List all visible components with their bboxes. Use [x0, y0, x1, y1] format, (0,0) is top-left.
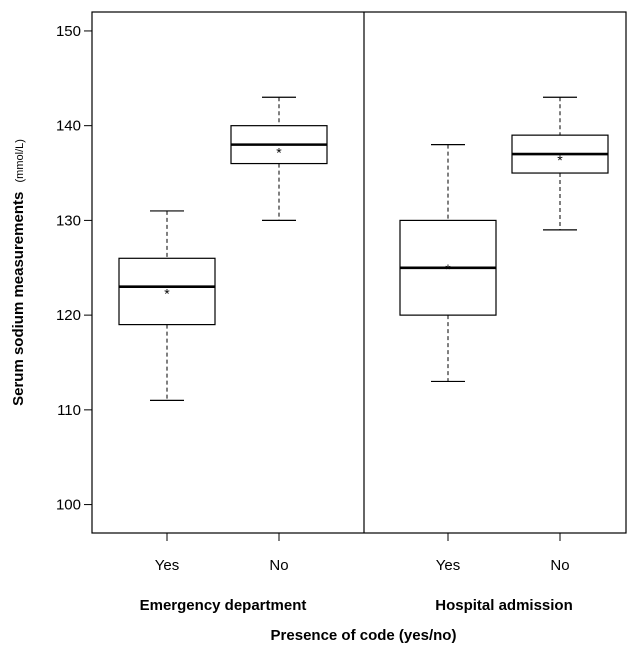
- y-tick-label: 140: [56, 118, 81, 135]
- boxes: * * * *: [118, 96, 609, 401]
- x-tick-label: No: [550, 557, 569, 574]
- y-axis-title-unit: (mmol/L): [14, 139, 26, 182]
- mean-marker: *: [445, 261, 451, 277]
- box-group: *: [118, 210, 216, 401]
- iqr-box: [118, 257, 216, 326]
- mean-marker: *: [164, 286, 170, 302]
- y-axis-title-main: Serum sodium measurements: [10, 192, 27, 406]
- y-tick-label: 150: [56, 23, 81, 40]
- box-group: *: [230, 96, 328, 221]
- panel-label: Hospital admission: [435, 597, 573, 614]
- x-axis-title: Presence of code (yes/no): [271, 627, 457, 644]
- panel-label: Emergency department: [140, 597, 307, 614]
- y-axis-title: Serum sodium measurements (mmol/L): [10, 139, 27, 406]
- x-tick-label: No: [269, 557, 288, 574]
- y-tick-label: 120: [56, 307, 81, 324]
- x-tick-label: Yes: [436, 557, 460, 574]
- y-tick-label: 100: [56, 497, 81, 514]
- y-tick-label: 110: [57, 402, 81, 419]
- y-tick-label: 130: [56, 212, 81, 229]
- box-group: *: [399, 144, 497, 383]
- x-axis: Yes No Emergency department Yes No Hospital a…: [140, 533, 573, 614]
- box-group: *: [511, 96, 609, 231]
- x-tick-label: Yes: [155, 557, 179, 574]
- plot-frame: [91, 11, 627, 534]
- plot-border: [91, 11, 627, 534]
- mean-marker: *: [276, 144, 282, 160]
- mean-marker: *: [557, 152, 563, 168]
- y-axis: 100 110 120 130 140 150: [56, 23, 92, 514]
